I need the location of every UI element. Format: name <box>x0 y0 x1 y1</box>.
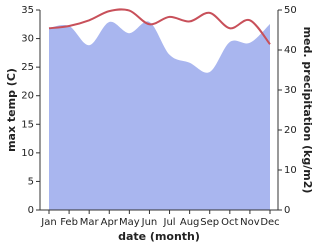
y-tick-label: 30 <box>21 34 34 45</box>
y-tick-label: 5 <box>28 176 34 187</box>
x-tick-label: Sep <box>200 217 219 228</box>
y-tick-label: 10 <box>21 148 34 159</box>
y2-tick-label: 30 <box>284 85 297 96</box>
y2-tick-label: 0 <box>284 205 290 216</box>
x-tick-label: Aug <box>180 217 200 228</box>
x-tick-label: Jul <box>163 217 176 228</box>
y-tick-label: 0 <box>28 205 34 216</box>
y2-tick-label: 40 <box>284 45 297 56</box>
y-tick-label: 20 <box>21 91 34 102</box>
y-tick-label: 15 <box>21 119 34 130</box>
y2-tick-label: 20 <box>284 125 297 136</box>
y-tick-label: 25 <box>21 62 34 73</box>
x-axis-label: date (month) <box>118 230 200 243</box>
y2-tick-label: 50 <box>284 5 297 16</box>
y-tick-label: 35 <box>21 5 34 16</box>
precipitation-area <box>49 21 270 210</box>
y-axis-label: max temp (C) <box>5 68 18 152</box>
x-tick-label: Apr <box>101 217 119 228</box>
y2-tick-label: 10 <box>284 165 297 176</box>
x-tick-label: Jan <box>40 217 56 228</box>
x-tick-label: Mar <box>80 217 100 228</box>
temp-line <box>48 8 271 45</box>
x-tick-label: Jun <box>141 217 158 228</box>
x-tick-label: Feb <box>60 217 78 228</box>
x-tick-label: Oct <box>221 217 238 228</box>
x-tick-label: Nov <box>240 217 260 228</box>
y2-axis-label: med. precipitation (kg/m2) <box>301 27 314 194</box>
x-tick-label: May <box>119 217 140 228</box>
x-tick-label: Dec <box>260 217 279 228</box>
